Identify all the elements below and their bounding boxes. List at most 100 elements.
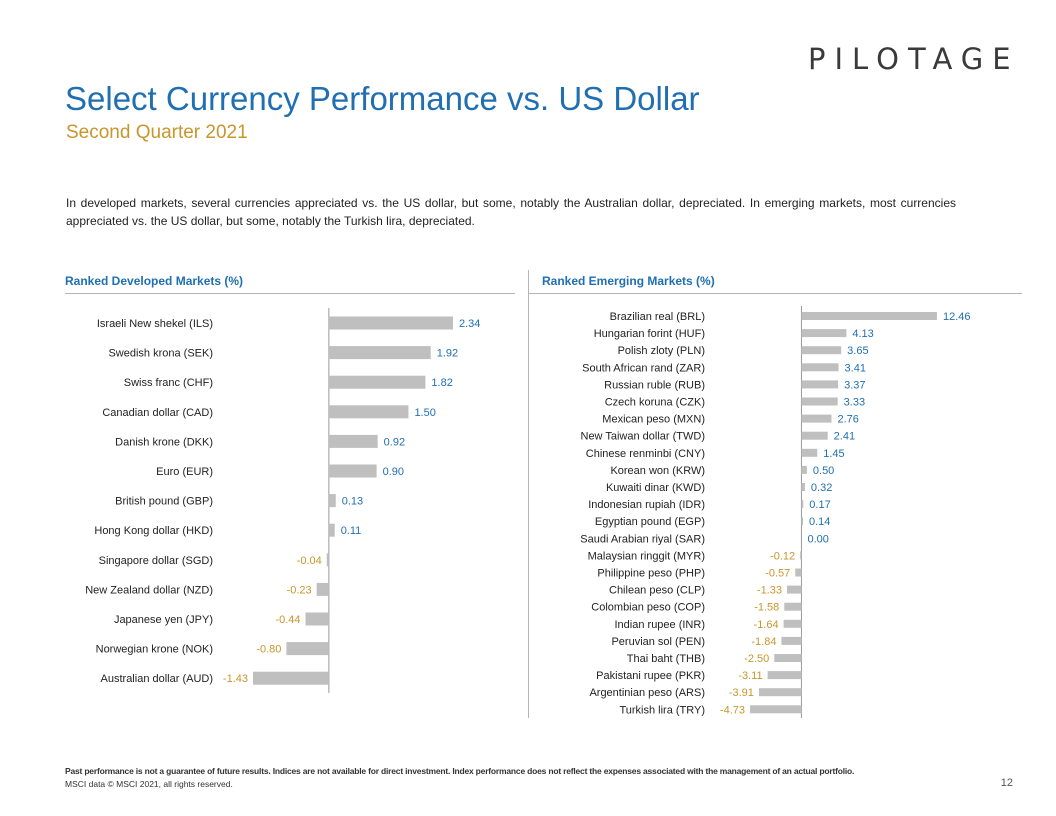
value-label: -0.80	[256, 644, 281, 656]
bar	[326, 553, 329, 567]
category-label: Turkish lira (TRY)	[619, 704, 705, 716]
value-label: -1.33	[757, 585, 782, 597]
value-label: -1.84	[751, 636, 776, 648]
page-title: Select Currency Performance vs. US Dolla…	[65, 80, 700, 117]
bar	[316, 582, 329, 596]
category-label: Canadian dollar (CAD)	[102, 407, 213, 419]
category-label: Egyptian pound (EGP)	[595, 516, 705, 528]
value-label: 1.45	[823, 448, 844, 460]
category-label: Mexican peso (MXN)	[602, 414, 705, 426]
category-label: British pound (GBP)	[115, 496, 213, 508]
bar	[801, 312, 937, 320]
footer-disclaimer: Past performance is not a guarantee of f…	[65, 766, 855, 776]
bar	[774, 654, 802, 662]
bar	[758, 688, 802, 697]
value-label: 0.17	[809, 499, 830, 511]
bar	[786, 585, 802, 594]
bar	[328, 346, 431, 360]
footer-source: MSCI data © MSCI 2021, all rights reserv…	[65, 779, 233, 789]
category-label: Swiss franc (CHF)	[124, 377, 213, 389]
category-label: Norwegian krone (NOK)	[96, 644, 213, 656]
developed-markets-rule	[65, 293, 515, 294]
value-label: -1.64	[754, 619, 779, 631]
category-label: Indian rupee (INR)	[615, 619, 706, 631]
category-label: Swedish krona (SEK)	[108, 348, 213, 360]
category-label: Danish krone (DKK)	[115, 436, 213, 448]
category-label: Polish zloty (PLN)	[618, 345, 705, 357]
category-label: Hungarian forint (HUF)	[594, 328, 705, 340]
page-subtitle: Second Quarter 2021	[66, 122, 248, 143]
developed-markets-chart: Israeli New shekel (ILS) 2.34 Swedish kron…	[85, 308, 480, 693]
bar	[801, 483, 805, 491]
value-label: 3.65	[847, 345, 868, 357]
value-label: 0.00	[807, 533, 828, 545]
category-label: Brazilian real (BRL)	[610, 311, 705, 323]
value-label: -2.50	[744, 653, 769, 665]
category-label: Euro (EUR)	[156, 466, 213, 478]
value-label: -0.57	[765, 568, 790, 580]
bar	[801, 414, 832, 423]
bar	[801, 448, 818, 457]
bar	[801, 465, 807, 474]
category-label: Korean won (KRW)	[610, 465, 705, 477]
category-label: Saudi Arabian riyal (SAR)	[580, 533, 705, 545]
value-label: 0.14	[809, 516, 830, 528]
bar	[801, 500, 804, 509]
bar	[750, 705, 802, 714]
bar	[801, 397, 838, 406]
value-label: -0.12	[770, 550, 795, 562]
category-label: Chilean peso (CLP)	[609, 585, 705, 597]
value-label: 3.37	[844, 379, 865, 391]
category-label: Peruvian sol (PEN)	[611, 636, 705, 648]
value-label: 2.41	[834, 431, 855, 443]
value-label: 1.92	[437, 348, 458, 360]
bar	[767, 671, 802, 680]
category-label: Czech koruna (CZK)	[605, 397, 705, 409]
value-label: 0.13	[342, 496, 363, 508]
value-label: 3.41	[845, 362, 866, 374]
category-label: Chinese renminbi (CNY)	[586, 448, 705, 460]
emerging-markets-rule	[528, 293, 1022, 294]
value-label: 12.46	[943, 311, 971, 323]
developed-markets-title: Ranked Developed Markets (%)	[65, 274, 244, 288]
category-label: Philippine peso (PHP)	[597, 568, 705, 580]
value-label: 3.33	[844, 397, 865, 409]
bar	[783, 619, 802, 628]
bar	[800, 551, 802, 560]
value-label: -1.58	[754, 602, 779, 614]
value-label: -4.73	[720, 704, 745, 716]
value-label: -3.11	[738, 670, 762, 682]
category-label: Argentinian peso (ARS)	[589, 687, 705, 699]
bar	[801, 380, 839, 389]
value-label: 2.76	[837, 414, 858, 426]
bar	[328, 464, 377, 478]
category-label: Malaysian ringgit (MYR)	[588, 550, 705, 562]
intro-paragraph: In developed markets, several currencies…	[66, 196, 956, 228]
category-label: Pakistani rupee (PKR)	[596, 670, 705, 682]
value-label: 0.90	[383, 466, 404, 478]
value-label: 2.34	[459, 318, 480, 330]
emerging-markets-chart: Brazilian real (BRL) 12.46 Hungarian forin…	[580, 306, 971, 718]
bar	[801, 329, 847, 338]
value-label: 0.32	[811, 482, 832, 494]
bar	[801, 346, 842, 355]
panel-divider	[528, 270, 529, 718]
value-label: 0.50	[813, 465, 834, 477]
category-label: New Taiwan dollar (TWD)	[581, 431, 706, 443]
value-label: -0.44	[275, 614, 300, 626]
category-label: South African rand (ZAR)	[582, 362, 705, 374]
page-number: 12	[1000, 777, 1013, 789]
category-label: Singapore dollar (SGD)	[99, 555, 213, 567]
bar	[328, 523, 335, 537]
category-label: Australian dollar (AUD)	[101, 673, 213, 685]
value-label: 0.92	[384, 436, 405, 448]
bar	[253, 671, 329, 685]
bar	[328, 494, 336, 508]
bar	[801, 431, 828, 440]
bar	[328, 405, 409, 419]
value-label: 0.11	[341, 525, 362, 537]
value-label: -0.23	[287, 584, 312, 596]
value-label: 1.50	[414, 407, 435, 419]
category-label: Indonesian rupiah (IDR)	[588, 499, 705, 511]
bar	[328, 316, 453, 330]
